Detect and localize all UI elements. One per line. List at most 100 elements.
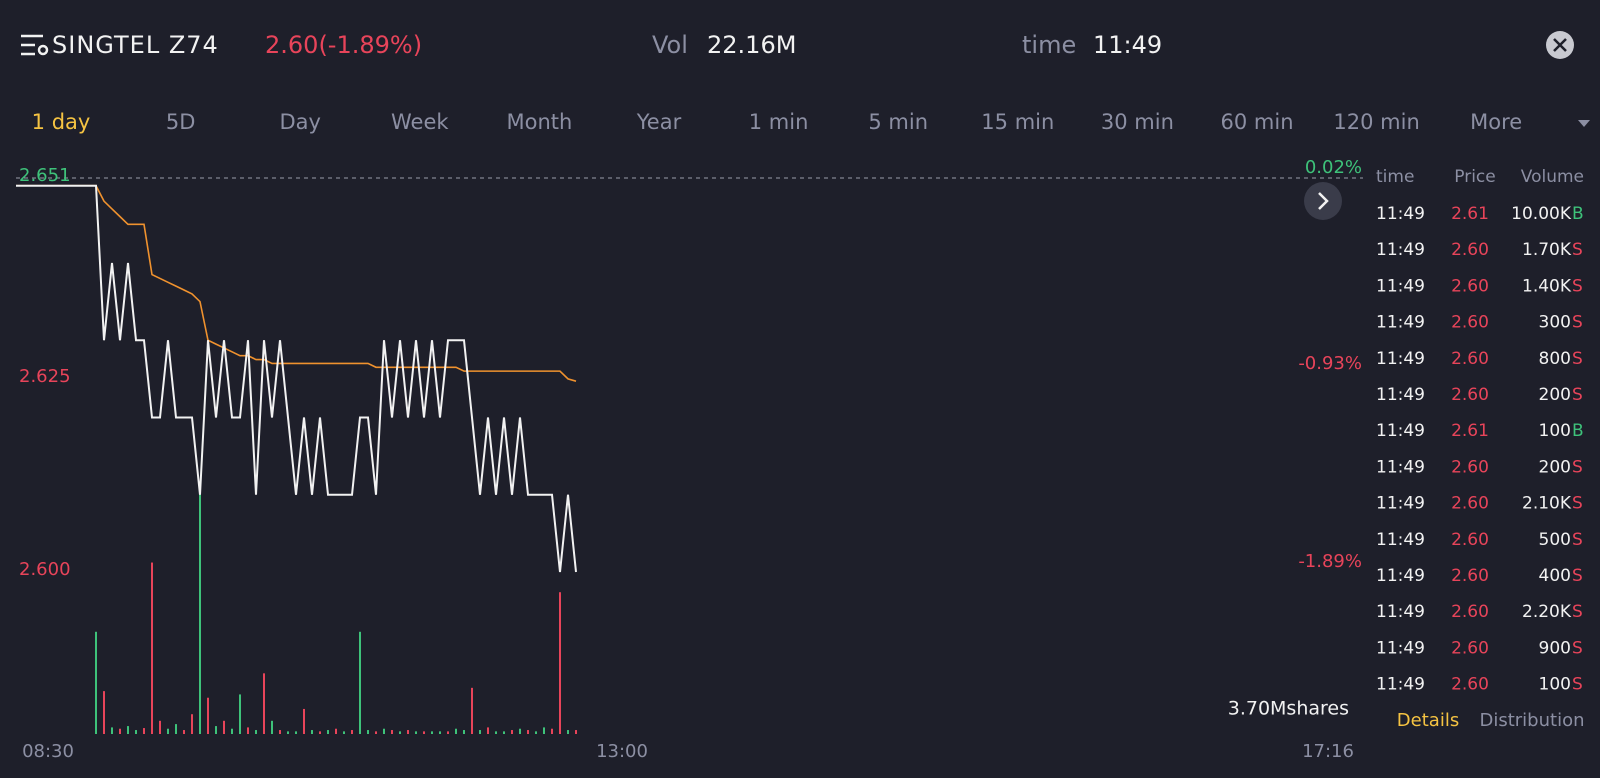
tab[interactable]: More [1470,110,1522,134]
volume-bar [103,691,105,734]
tab[interactable]: 120 min [1333,110,1419,134]
volume-bar [127,726,129,734]
tab[interactable]: Month [506,110,572,134]
table-tab[interactable]: Distribution [1479,710,1584,731]
volume-bar [215,726,217,734]
tab[interactable]: 1 day [32,110,91,134]
volume-bar [511,730,513,734]
x-tick-label: 17:16 [1302,741,1354,762]
trade-price: 2.60 [1451,638,1489,658]
trade-side: S [1572,313,1583,333]
x-tick-label: 13:00 [596,741,648,762]
volume-bar [535,731,537,734]
volume-bar [407,730,409,734]
trade-volume: 200 [1539,385,1571,405]
trade-price: 2.60 [1451,675,1489,695]
volume-bar [471,687,473,734]
quote: 2.60(-1.89%) [265,31,422,59]
volume-bar [399,731,401,734]
volume-bar [327,730,329,734]
next-button[interactable] [1304,182,1342,220]
volume-bar [95,631,97,734]
volume-bar [423,731,425,734]
tab[interactable]: 15 min [981,110,1054,134]
y2-tick-label: 0.02% [1305,157,1362,178]
volume-bar [367,730,369,734]
volume-bar [447,731,449,734]
time-value: 11:49 [1093,31,1162,59]
trade-volume: 1.70K [1522,240,1572,260]
table-header: Volume [1521,167,1584,187]
volume-bar [255,730,257,734]
y2-tick-label: -0.93% [1298,353,1362,374]
volume-bar [551,728,553,734]
line-price [16,184,577,573]
trade-time: 11:49 [1376,313,1425,333]
symbol: SINGTEL Z74 [52,31,219,59]
trade-side: S [1572,566,1583,586]
tab[interactable]: Week [391,110,449,134]
volume-bar [455,728,457,734]
table-tab[interactable]: Details [1397,710,1459,731]
vol-value: 22.16M [707,31,796,59]
trade-side: S [1572,457,1583,477]
trade-time: 11:49 [1376,494,1425,514]
volume-bar [519,728,521,734]
volume-bar [247,727,249,734]
volume-bar [439,731,441,734]
volume-bar [543,727,545,734]
trade-volume: 300 [1539,313,1571,333]
trade-volume: 100 [1539,421,1571,441]
trade-volume: 2.10K [1522,494,1572,514]
trade-time: 11:49 [1376,638,1425,658]
close-button[interactable] [1546,31,1574,59]
table-header: time [1376,167,1414,187]
trade-side: S [1572,494,1583,514]
volume-bar [167,728,169,734]
tab[interactable]: Year [636,110,682,134]
more-arrow[interactable] [1578,120,1590,127]
volume-bar [135,730,137,734]
trade-price: 2.60 [1451,276,1489,296]
volume-bar [279,730,281,734]
tab[interactable]: 30 min [1101,110,1174,134]
trade-volume: 900 [1539,638,1571,658]
tab[interactable]: 5D [166,110,196,134]
volume-bar [191,714,193,734]
tab[interactable]: Day [279,110,320,134]
trade-side: S [1572,385,1583,405]
volume-bar [295,731,297,734]
trade-volume: 500 [1539,530,1571,550]
volume-bar [359,631,361,734]
volume-bar [383,728,385,734]
volume-bar [319,731,321,734]
menu-icon[interactable] [21,34,49,56]
volume-bar [119,728,121,734]
trade-side: B [1572,421,1584,441]
vol-label: Vol [652,31,688,59]
trade-price: 2.61 [1451,204,1489,224]
trade-time: 11:49 [1376,602,1425,622]
trade-price: 2.60 [1451,313,1489,333]
volume-bar [231,728,233,734]
volume-bar [199,490,201,734]
x-tick-label: 08:30 [22,741,74,762]
trade-side: S [1572,349,1583,369]
tab[interactable]: 1 min [749,110,809,134]
volume-bar [303,708,305,734]
trade-side: S [1572,675,1583,695]
volume-bar [527,730,529,734]
trade-time: 11:49 [1376,240,1425,260]
trade-time: 11:49 [1376,276,1425,296]
tab[interactable]: 60 min [1221,110,1294,134]
volume-bar [223,720,225,734]
volume-bar [343,731,345,734]
trade-volume: 100 [1539,675,1571,695]
tab[interactable]: 5 min [868,110,928,134]
volume-bar [263,673,265,734]
trade-price: 2.60 [1451,602,1489,622]
trade-volume: 400 [1539,566,1571,586]
trade-time: 11:49 [1376,530,1425,550]
